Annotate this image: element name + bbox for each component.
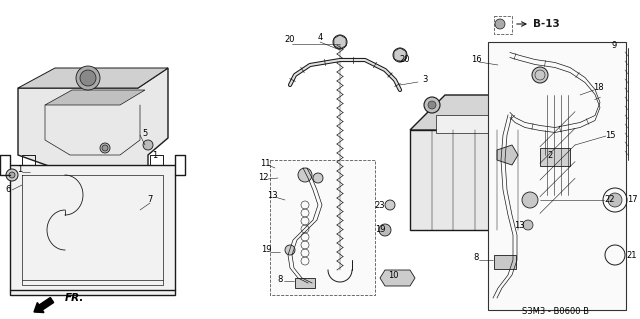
Bar	[540, 148, 570, 166]
Text: 23: 23	[374, 201, 385, 210]
Circle shape	[298, 168, 312, 182]
Circle shape	[102, 145, 108, 151]
Text: B-13: B-13	[533, 19, 560, 29]
Circle shape	[313, 173, 323, 183]
Polygon shape	[45, 90, 145, 105]
Polygon shape	[10, 165, 175, 295]
Text: 1: 1	[152, 151, 157, 160]
Text: 9: 9	[611, 41, 616, 49]
Text: 2: 2	[547, 151, 552, 160]
Text: 1: 1	[17, 166, 22, 174]
Text: 20: 20	[285, 35, 295, 44]
Circle shape	[393, 48, 407, 62]
Text: 6: 6	[5, 186, 11, 195]
Circle shape	[428, 101, 436, 109]
Circle shape	[100, 143, 110, 153]
Text: FR.: FR.	[65, 293, 84, 303]
Text: 20: 20	[400, 56, 410, 64]
Text: 17: 17	[627, 196, 637, 204]
Circle shape	[532, 67, 548, 83]
Text: 21: 21	[627, 250, 637, 259]
Circle shape	[6, 169, 18, 181]
Circle shape	[9, 172, 15, 178]
Polygon shape	[380, 270, 415, 286]
Text: 13: 13	[267, 190, 277, 199]
Text: 15: 15	[605, 130, 615, 139]
Text: 4: 4	[317, 33, 323, 41]
Bar	[494, 255, 516, 269]
Polygon shape	[18, 68, 168, 175]
Bar	[436, 115, 496, 133]
Polygon shape	[410, 95, 575, 130]
Circle shape	[76, 66, 100, 90]
Polygon shape	[497, 145, 518, 165]
Text: 7: 7	[147, 196, 153, 204]
FancyArrow shape	[34, 298, 54, 313]
Circle shape	[424, 97, 440, 113]
Circle shape	[608, 193, 622, 207]
Circle shape	[522, 192, 538, 208]
Polygon shape	[540, 95, 575, 230]
Text: 18: 18	[593, 84, 604, 93]
Text: 19: 19	[260, 246, 271, 255]
Circle shape	[379, 224, 391, 236]
Text: S3M3 - B0600 B: S3M3 - B0600 B	[522, 307, 589, 315]
Circle shape	[80, 70, 96, 86]
Text: 11: 11	[260, 159, 270, 167]
Text: 10: 10	[388, 271, 398, 279]
Circle shape	[523, 220, 533, 230]
Polygon shape	[410, 130, 540, 230]
Polygon shape	[18, 68, 168, 88]
Text: 19: 19	[375, 226, 385, 234]
Text: 13: 13	[514, 220, 524, 229]
Text: 22: 22	[605, 196, 615, 204]
Circle shape	[143, 140, 153, 150]
Circle shape	[495, 19, 505, 29]
Text: 12: 12	[258, 174, 268, 182]
Circle shape	[285, 245, 295, 255]
Text: 8: 8	[277, 276, 283, 285]
Text: 3: 3	[422, 76, 428, 85]
Bar	[270, 160, 375, 295]
Circle shape	[385, 200, 395, 210]
Text: 8: 8	[474, 254, 479, 263]
Bar	[295, 278, 315, 288]
Circle shape	[501, 101, 509, 109]
Bar	[488, 42, 626, 310]
Bar	[494, 16, 512, 34]
Text: 16: 16	[470, 56, 481, 64]
Circle shape	[333, 35, 347, 49]
Circle shape	[499, 97, 515, 113]
Text: 5: 5	[142, 129, 148, 137]
